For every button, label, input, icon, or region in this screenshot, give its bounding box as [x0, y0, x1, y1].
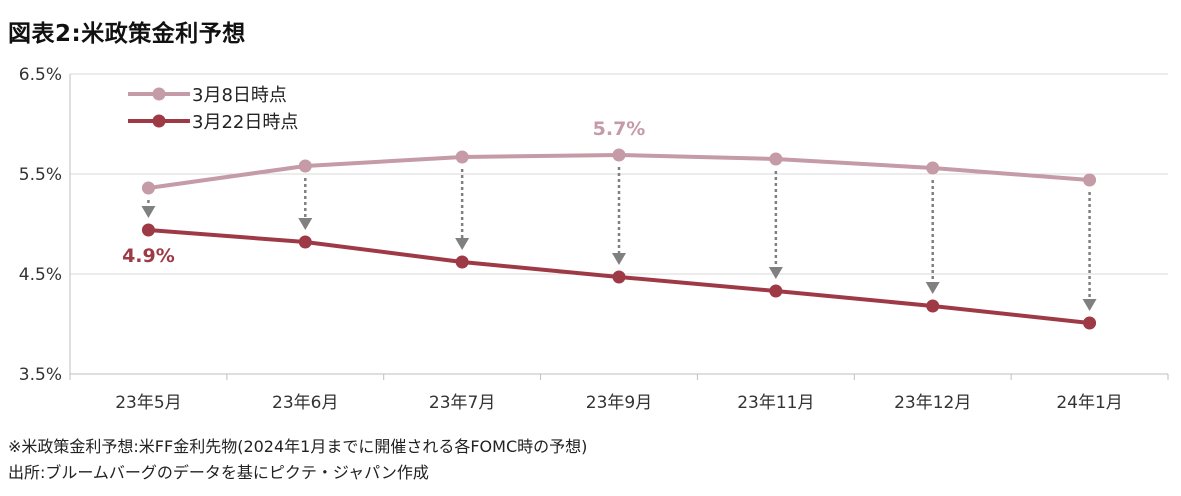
legend-label: 3月22日時点 [192, 112, 298, 133]
x-tick-label: 23年5月 [115, 393, 181, 413]
x-tick-label: 23年6月 [272, 393, 338, 413]
data-point [1083, 173, 1097, 187]
change-arrow-head [298, 218, 313, 230]
x-tick-label: 23年11月 [737, 393, 814, 413]
change-arrow-head [455, 238, 470, 250]
x-tick-label: 23年12月 [894, 393, 971, 413]
line-chart: 3.5% 4.5% 5.5% 6.5% 23年5月 23年6月 23年7月 23年9月 23年1… [19, 65, 1169, 413]
data-point [455, 150, 469, 164]
source-note: 出所:ブルームバーグのデータを基にピクテ・ジャパン作成 [8, 463, 429, 482]
data-point [769, 152, 783, 166]
footnote: ※米政策金利予想:米FF金利先物(2024年1月までに開催される各FOMC時の予… [8, 437, 588, 456]
change-arrow-head [1082, 299, 1097, 311]
data-label: 5.7% [593, 118, 646, 140]
y-tick-label: 3.5% [19, 365, 62, 385]
data-point [298, 235, 312, 249]
y-tick-label: 6.5% [19, 65, 62, 85]
data-point [612, 148, 626, 162]
change-arrows [141, 167, 1097, 311]
change-arrow-head [612, 253, 626, 265]
axes: 3.5% 4.5% 5.5% 6.5% 23年5月 23年6月 23年7月 23年9月 23年1… [19, 65, 1169, 413]
data-point [141, 223, 155, 237]
labels: 5.7% 4.9% [122, 118, 645, 267]
data-point [141, 181, 155, 195]
legend-swatch-marker [152, 114, 166, 128]
change-arrow-head [925, 282, 940, 294]
y-tick-label: 5.5% [19, 165, 62, 185]
legend: 3月8日時点 3月22日時点 [128, 85, 298, 133]
y-tick-label: 4.5% [19, 265, 62, 285]
data-label: 4.9% [122, 245, 175, 267]
data-point [455, 255, 469, 269]
legend-swatch-marker [152, 87, 166, 101]
series-lines [141, 148, 1097, 330]
change-arrow-head [141, 206, 156, 218]
chart-title: 図表2:米政策金利予想 [8, 21, 246, 47]
legend-label: 3月8日時点 [192, 85, 287, 106]
data-point [926, 299, 940, 313]
data-point [769, 284, 783, 298]
x-tick-label: 23年7月 [429, 393, 495, 413]
x-tick-label: 23年9月 [586, 393, 652, 413]
data-point [612, 270, 626, 284]
x-tick-label: 24年1月 [1056, 393, 1122, 413]
data-point [926, 161, 940, 175]
data-point [298, 159, 312, 173]
change-arrow-head [768, 267, 783, 279]
data-point [1083, 316, 1097, 330]
